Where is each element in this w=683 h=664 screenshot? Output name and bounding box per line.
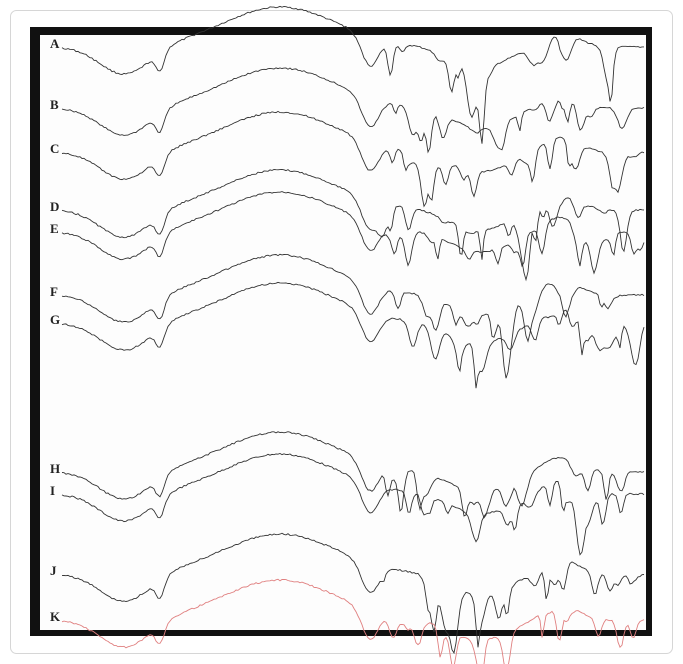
panel (40, 35, 646, 630)
spectrum-curve (61, 110, 645, 208)
spectrum-curve (61, 5, 644, 144)
curve-label: I (50, 483, 55, 498)
spectrum-curve (61, 578, 645, 664)
spectra (61, 5, 645, 664)
curve-label: A (50, 36, 60, 51)
curve-label: J (50, 563, 57, 578)
spectrum-curve (61, 431, 645, 519)
curve-label: K (50, 609, 61, 624)
spectrum-curve (61, 453, 645, 556)
spectrum-curve (61, 191, 645, 275)
spectrum-curve (61, 168, 645, 282)
curve-label: D (50, 199, 59, 214)
curve-label: G (50, 312, 60, 327)
curve-label: C (50, 141, 59, 156)
labels: A B C DE FG HI J K (50, 36, 61, 624)
curve-label: E (50, 221, 59, 236)
spectrum-curve (61, 532, 645, 655)
spectrum-curve (61, 281, 645, 389)
curve-label: F (50, 284, 58, 299)
spectrum-curve (61, 67, 645, 154)
curve-label: B (50, 97, 59, 112)
spectrum-curve (61, 253, 645, 379)
curve-label: H (50, 461, 60, 476)
